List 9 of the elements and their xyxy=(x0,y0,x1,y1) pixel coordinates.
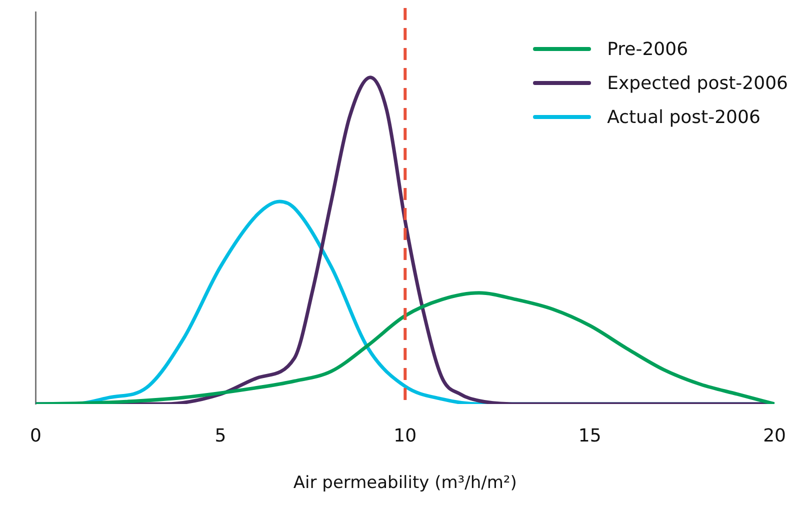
x-tick-label: 20 xyxy=(763,425,786,446)
legend-label: Expected post-2006 xyxy=(607,72,788,94)
x-axis-title: Air permeability (m³/h/m²) xyxy=(293,473,517,494)
x-tick-label: 5 xyxy=(214,425,226,446)
x-tick-label: 15 xyxy=(578,425,602,446)
legend-label: Actual post-2006 xyxy=(607,106,760,128)
x-tick-label: 10 xyxy=(394,425,417,446)
x-tick-label: 0 xyxy=(30,425,42,446)
legend-label: Pre-2006 xyxy=(607,38,688,60)
